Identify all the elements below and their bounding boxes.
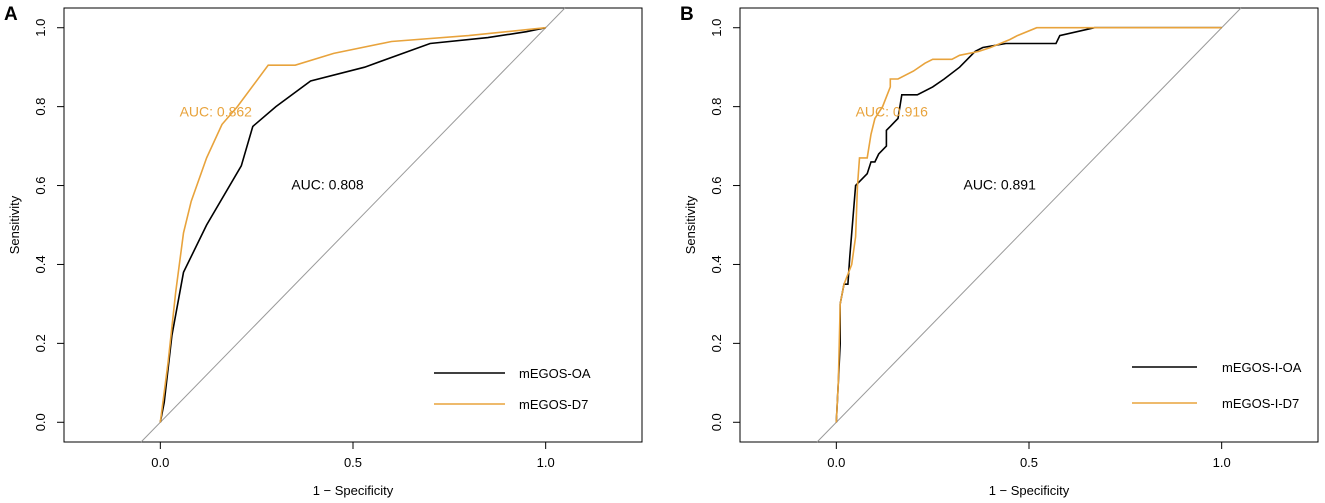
panel-a-x-tick-label-0: 0.0 [151, 455, 169, 470]
panel-a-auc-label-mEGOS-OA: AUC: 0.808 [291, 176, 364, 192]
panel-b-legend: mEGOS-I-OA mEGOS-I-D7 [1132, 360, 1302, 411]
panel-b-letter: B [680, 4, 694, 25]
panel-a-x-axis-title: 1 − Specificity [313, 483, 394, 498]
panel-b-curve-mEGOS-I-OA [835, 26, 1222, 423]
panel-a: A 0.0 0.2 0.4 0.6 0.8 1.0 0.0 0.5 1.0 1 − Speci… [4, 4, 643, 498]
panel-b-curve-mEGOS-I-D7 [835, 26, 1222, 423]
panel-a-legend-label-mEGOS-OA: mEGOS-OA [519, 366, 591, 381]
panel-b-x-axis: 0.0 0.5 1.0 [827, 442, 1231, 470]
panel-a-diagonal-line [140, 7, 566, 443]
panel-b-auc-label-mEGOS-I-D7: AUC: 0.916 [856, 104, 929, 120]
panel-b-auc-label-mEGOS-I-OA: AUC: 0.891 [963, 176, 1036, 192]
panel-a-y-tick-label-2: 0.4 [33, 255, 48, 273]
panel-a-y-tick-label-4: 0.8 [33, 98, 48, 116]
panel-b: B 0.0 0.2 0.4 0.6 0.8 1.0 0.0 0.5 1.0 1 − Speci… [680, 4, 1319, 498]
panel-a-curve-mEGOS-D7 [159, 26, 546, 423]
panel-b-y-tick-label-2: 0.4 [709, 255, 724, 273]
panel-a-auc-label-mEGOS-D7: AUC: 0.862 [180, 104, 253, 120]
panel-b-y-tick-label-5: 1.0 [709, 19, 724, 37]
panel-b-legend-label-mEGOS-I-OA: mEGOS-I-OA [1222, 360, 1302, 375]
panel-b-y-axis-title: Sensitivity [683, 195, 698, 254]
panel-b-y-tick-label-1: 0.2 [709, 334, 724, 352]
panel-a-y-tick-label-1: 0.2 [33, 334, 48, 352]
panel-a-curve-mEGOS-OA [159, 26, 546, 423]
panel-b-legend-label-mEGOS-I-D7: mEGOS-I-D7 [1222, 396, 1299, 411]
panel-a-x-tick-label-2: 1.0 [537, 455, 555, 470]
panel-b-x-axis-title: 1 − Specificity [989, 483, 1070, 498]
panel-b-x-tick-label-1: 0.5 [1020, 455, 1038, 470]
panel-a-letter: A [4, 4, 18, 25]
panel-b-y-tick-label-3: 0.6 [709, 177, 724, 195]
panel-a-y-tick-label-5: 1.0 [33, 19, 48, 37]
panel-a-legend: mEGOS-OA mEGOS-D7 [434, 366, 591, 412]
panel-b-diagonal-line [816, 7, 1242, 443]
panel-a-legend-label-mEGOS-D7: mEGOS-D7 [519, 397, 588, 412]
panel-a-y-axis-title: Sensitivity [7, 195, 22, 254]
panel-a-y-tick-label-3: 0.6 [33, 177, 48, 195]
panel-b-y-tick-label-0: 0.0 [709, 413, 724, 431]
panel-b-x-tick-label-2: 1.0 [1213, 455, 1231, 470]
panel-a-y-axis: 0.0 0.2 0.4 0.6 0.8 1.0 [33, 19, 64, 431]
panel-b-x-tick-label-0: 0.0 [827, 455, 845, 470]
panel-a-x-axis: 0.0 0.5 1.0 [151, 442, 555, 470]
panel-b-y-axis: 0.0 0.2 0.4 0.6 0.8 1.0 [709, 19, 740, 431]
panel-a-x-tick-label-1: 0.5 [344, 455, 362, 470]
panel-a-y-tick-label-0: 0.0 [33, 413, 48, 431]
panel-b-y-tick-label-4: 0.8 [709, 98, 724, 116]
